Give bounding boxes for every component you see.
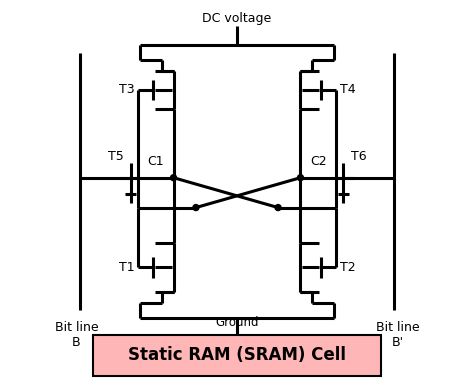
Circle shape bbox=[193, 205, 199, 210]
Text: T5: T5 bbox=[108, 150, 124, 163]
Text: Bit line
B: Bit line B bbox=[55, 321, 98, 349]
Text: T1: T1 bbox=[118, 261, 134, 274]
Text: T2: T2 bbox=[340, 261, 356, 274]
Circle shape bbox=[275, 205, 281, 210]
Text: C2: C2 bbox=[310, 155, 327, 168]
Text: T4: T4 bbox=[340, 83, 356, 96]
Text: T3: T3 bbox=[118, 83, 134, 96]
Text: Ground: Ground bbox=[215, 316, 259, 329]
Text: T6: T6 bbox=[351, 150, 366, 163]
Text: Address line: Address line bbox=[201, 340, 273, 353]
Text: Static RAM (SRAM) Cell: Static RAM (SRAM) Cell bbox=[128, 346, 346, 364]
FancyBboxPatch shape bbox=[93, 335, 381, 376]
Text: C1: C1 bbox=[147, 155, 164, 168]
Text: DC voltage: DC voltage bbox=[202, 12, 272, 25]
Circle shape bbox=[298, 175, 303, 180]
Circle shape bbox=[171, 175, 176, 180]
Text: Bit line
B': Bit line B' bbox=[376, 321, 419, 349]
